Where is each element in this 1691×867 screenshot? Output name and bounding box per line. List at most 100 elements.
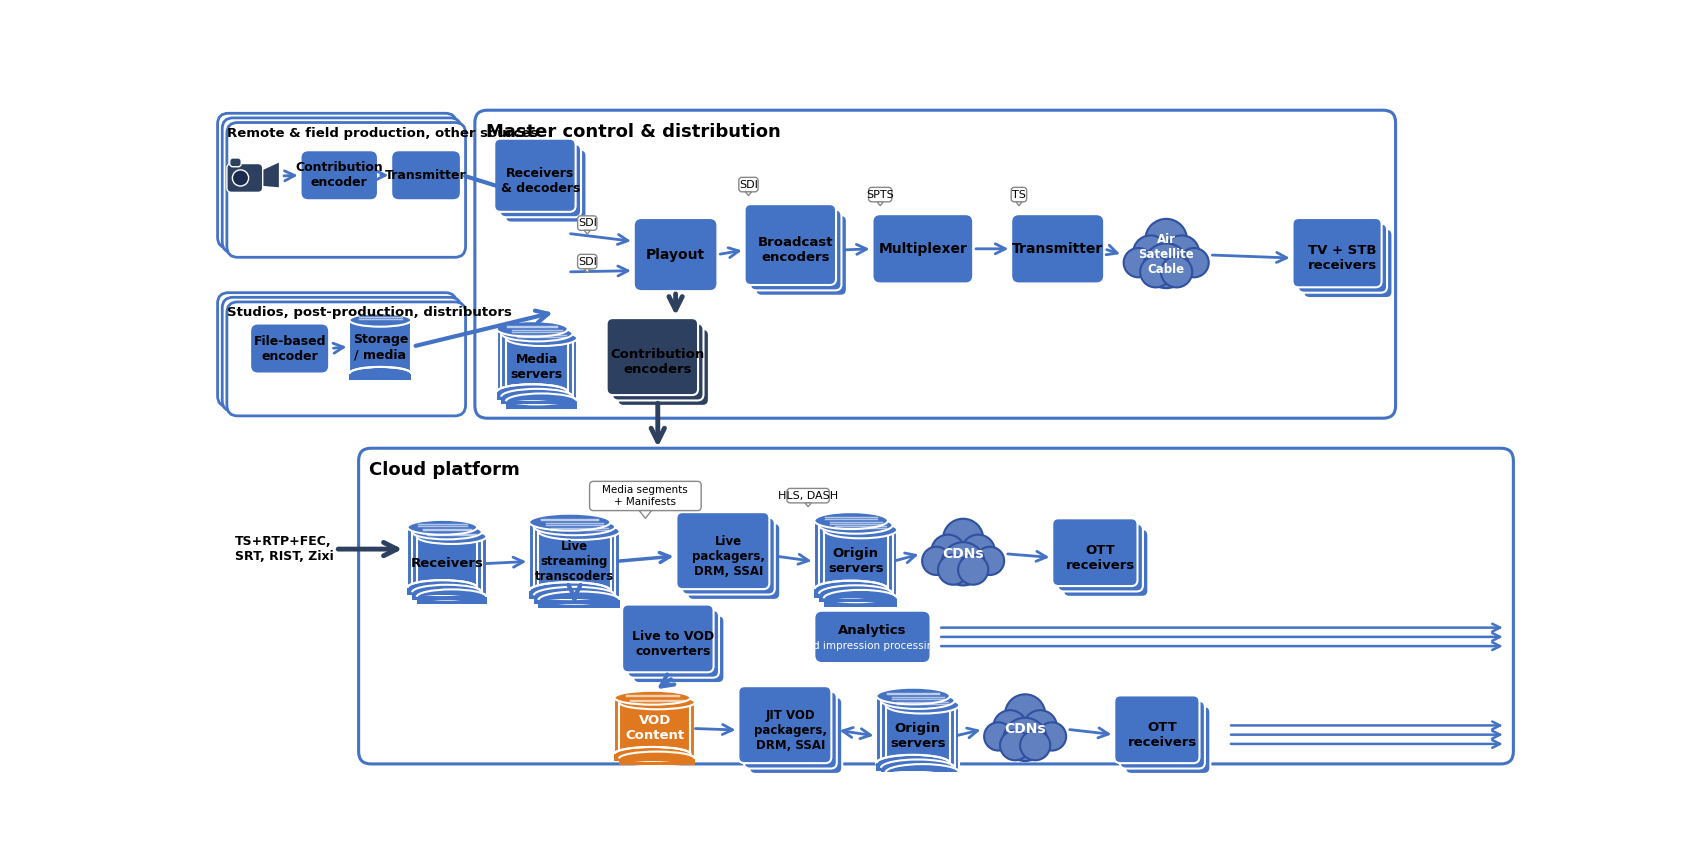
Ellipse shape xyxy=(881,693,955,709)
Text: Transmitter: Transmitter xyxy=(386,169,467,182)
Text: File-based
encoder: File-based encoder xyxy=(254,335,326,362)
Circle shape xyxy=(1003,718,1047,761)
FancyBboxPatch shape xyxy=(815,610,930,663)
FancyBboxPatch shape xyxy=(739,686,832,763)
Circle shape xyxy=(1179,248,1209,277)
FancyBboxPatch shape xyxy=(1299,224,1387,293)
Polygon shape xyxy=(583,231,590,234)
FancyBboxPatch shape xyxy=(1292,218,1382,287)
FancyBboxPatch shape xyxy=(1064,529,1148,596)
Circle shape xyxy=(1145,218,1187,260)
FancyBboxPatch shape xyxy=(873,214,974,284)
Bar xyxy=(529,590,610,599)
Polygon shape xyxy=(639,511,651,518)
Polygon shape xyxy=(1016,202,1021,205)
Bar xyxy=(350,320,411,374)
Polygon shape xyxy=(746,192,751,196)
Ellipse shape xyxy=(501,388,573,404)
Text: TS+RTP+FEC,
SRT, RIST, Zixi: TS+RTP+FEC, SRT, RIST, Zixi xyxy=(235,535,333,563)
Text: Receivers: Receivers xyxy=(411,557,484,570)
Ellipse shape xyxy=(876,688,950,704)
FancyBboxPatch shape xyxy=(227,302,465,416)
Text: SPTS: SPTS xyxy=(866,190,895,199)
Ellipse shape xyxy=(619,695,695,709)
Bar xyxy=(416,596,487,604)
FancyBboxPatch shape xyxy=(739,178,758,192)
FancyBboxPatch shape xyxy=(222,297,462,411)
FancyBboxPatch shape xyxy=(744,692,837,768)
Ellipse shape xyxy=(824,521,898,538)
Ellipse shape xyxy=(534,518,616,535)
Bar xyxy=(886,772,959,780)
FancyBboxPatch shape xyxy=(687,523,780,600)
Bar xyxy=(619,759,695,766)
Circle shape xyxy=(993,710,1026,743)
Text: Multiplexer: Multiplexer xyxy=(878,242,967,256)
Text: Remote & field production, other sources: Remote & field production, other sources xyxy=(227,127,538,140)
FancyBboxPatch shape xyxy=(749,697,842,774)
Circle shape xyxy=(976,547,1004,575)
Bar xyxy=(529,522,610,590)
Circle shape xyxy=(999,730,1030,760)
Text: TS: TS xyxy=(1011,190,1026,199)
FancyBboxPatch shape xyxy=(506,149,587,223)
Circle shape xyxy=(1038,722,1065,751)
FancyBboxPatch shape xyxy=(578,254,597,269)
FancyBboxPatch shape xyxy=(301,150,379,200)
Text: SDI: SDI xyxy=(739,179,758,190)
Text: Contribution
encoder: Contribution encoder xyxy=(296,161,384,189)
FancyBboxPatch shape xyxy=(634,218,717,291)
Bar xyxy=(413,532,482,592)
Ellipse shape xyxy=(876,755,950,772)
Circle shape xyxy=(1143,244,1189,288)
Text: Cloud platform: Cloud platform xyxy=(369,460,521,479)
Circle shape xyxy=(1004,694,1045,734)
Ellipse shape xyxy=(818,585,893,603)
Text: Live
streaming
transcoders: Live streaming transcoders xyxy=(534,540,614,583)
Ellipse shape xyxy=(501,326,573,342)
Text: VOD
Content: VOD Content xyxy=(626,714,685,742)
Circle shape xyxy=(1020,730,1050,760)
Circle shape xyxy=(1023,710,1057,743)
Bar xyxy=(619,702,695,759)
Text: Media segments
+ Manifests: Media segments + Manifests xyxy=(602,486,688,507)
Circle shape xyxy=(1123,248,1153,277)
FancyBboxPatch shape xyxy=(617,329,709,406)
FancyBboxPatch shape xyxy=(607,318,698,395)
FancyBboxPatch shape xyxy=(869,187,891,202)
Circle shape xyxy=(959,555,988,584)
Bar xyxy=(416,537,487,596)
FancyBboxPatch shape xyxy=(1119,701,1206,768)
Ellipse shape xyxy=(529,583,610,599)
Bar xyxy=(824,598,898,607)
FancyBboxPatch shape xyxy=(676,512,769,590)
Ellipse shape xyxy=(497,384,568,400)
Circle shape xyxy=(984,722,1013,751)
Bar xyxy=(497,392,568,400)
Text: JIT VOD
packagers,
DRM, SSAI: JIT VOD packagers, DRM, SSAI xyxy=(754,708,827,752)
Bar xyxy=(815,590,888,597)
Text: Live
packagers,
DRM, SSAI: Live packagers, DRM, SSAI xyxy=(692,535,764,577)
Bar xyxy=(881,701,955,768)
FancyBboxPatch shape xyxy=(744,204,835,285)
Bar xyxy=(818,594,893,603)
FancyBboxPatch shape xyxy=(590,481,702,511)
Ellipse shape xyxy=(614,747,690,761)
Text: Receivers
& decoders: Receivers & decoders xyxy=(501,166,580,195)
Ellipse shape xyxy=(506,394,577,409)
Ellipse shape xyxy=(538,523,621,540)
Text: Air
Satellite
Cable: Air Satellite Cable xyxy=(1138,233,1194,277)
FancyBboxPatch shape xyxy=(1125,707,1211,774)
Text: SDI: SDI xyxy=(578,218,597,228)
Polygon shape xyxy=(878,202,883,205)
Ellipse shape xyxy=(815,512,888,529)
FancyBboxPatch shape xyxy=(632,616,724,683)
Bar xyxy=(497,329,568,392)
FancyBboxPatch shape xyxy=(612,323,703,401)
Ellipse shape xyxy=(881,759,955,776)
Ellipse shape xyxy=(886,697,959,714)
FancyBboxPatch shape xyxy=(494,139,575,212)
Bar xyxy=(534,596,616,603)
Bar xyxy=(506,401,577,409)
Ellipse shape xyxy=(824,590,898,607)
